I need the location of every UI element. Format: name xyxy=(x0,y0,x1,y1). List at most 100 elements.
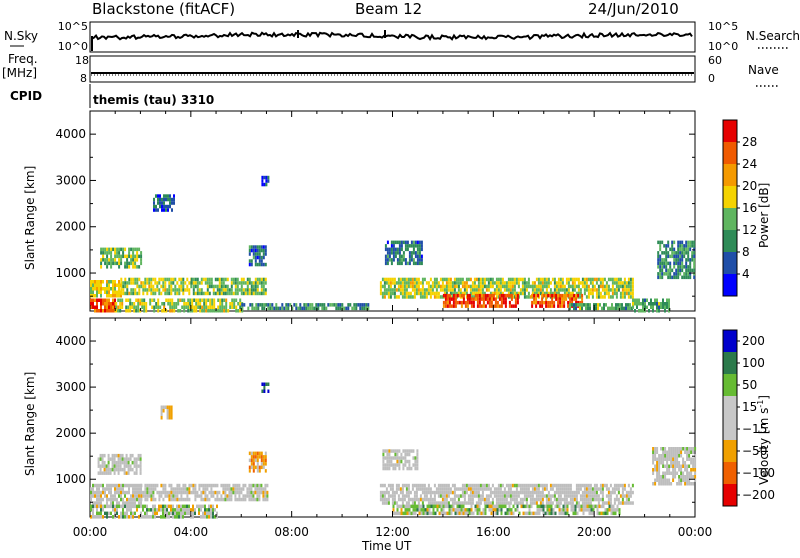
range-gate-cell xyxy=(169,309,172,313)
range-gate-cell xyxy=(248,487,251,491)
range-gate-cell xyxy=(250,458,253,463)
range-gate-cell xyxy=(180,284,183,289)
range-gate-cell xyxy=(475,291,478,296)
range-gate-cell xyxy=(395,288,398,292)
range-gate-cell xyxy=(164,515,166,519)
range-gate-cell xyxy=(157,302,160,306)
range-gate-cell xyxy=(281,303,284,307)
colorbar-swatch xyxy=(723,164,737,186)
range-gate-cell xyxy=(260,245,263,249)
range-gate-cell xyxy=(414,261,417,266)
range-gate-cell xyxy=(435,487,438,491)
range-gate-cell xyxy=(658,302,660,306)
range-gate-cell xyxy=(631,284,634,289)
range-gate-cell xyxy=(585,306,587,311)
range-gate-cell xyxy=(108,483,110,488)
range-gate-cell xyxy=(248,469,251,473)
range-gate-cell xyxy=(471,483,474,488)
range-gate-cell xyxy=(666,461,669,465)
range-gate-cell xyxy=(528,504,531,509)
range-gate-cell xyxy=(162,483,165,488)
range-gate-cell xyxy=(658,468,661,472)
range-gate-cell xyxy=(432,508,435,512)
range-gate-cell xyxy=(463,291,466,296)
range-gate-cell xyxy=(107,464,110,468)
range-gate-cell xyxy=(445,494,448,498)
range-gate-cell xyxy=(583,281,586,285)
range-gate-cell xyxy=(591,288,594,292)
range-gate-cell xyxy=(617,277,620,282)
range-gate-cell xyxy=(534,511,537,516)
range-gate-cell xyxy=(616,504,619,509)
range-gate-cell xyxy=(140,504,142,509)
range-gate-cell xyxy=(584,508,587,512)
range-gate-cell xyxy=(668,457,671,461)
y-tick-label: 4000 xyxy=(55,127,86,141)
range-gate-cell xyxy=(673,272,676,276)
range-gate-cell xyxy=(563,483,566,488)
range-gate-cell xyxy=(256,494,259,498)
range-gate-cell xyxy=(545,300,548,305)
range-gate-cell xyxy=(135,457,138,461)
range-gate-cell xyxy=(379,497,382,502)
range-gate-cell xyxy=(299,306,302,311)
range-gate-cell xyxy=(484,297,487,301)
range-gate-cell xyxy=(129,305,132,309)
range-gate-cell xyxy=(470,511,473,516)
range-gate-cell xyxy=(685,265,688,269)
range-gate-cell xyxy=(96,294,98,298)
range-gate-cell xyxy=(394,466,397,471)
range-gate-cell xyxy=(525,483,528,488)
range-gate-cell xyxy=(213,305,216,309)
range-gate-cell xyxy=(194,284,197,289)
range-gate-cell xyxy=(575,297,578,301)
range-gate-cell xyxy=(216,284,219,289)
range-gate-cell xyxy=(381,497,384,502)
range-gate-cell xyxy=(198,504,200,509)
range-gate-cell xyxy=(674,447,677,451)
range-gate-cell xyxy=(541,293,544,298)
range-gate-cell xyxy=(473,487,476,491)
range-gate-cell xyxy=(271,306,274,311)
range-gate-cell xyxy=(102,280,104,284)
range-gate-cell xyxy=(166,494,169,498)
range-gate-cell xyxy=(116,504,118,509)
range-gate-cell xyxy=(426,511,429,516)
range-gate-cell xyxy=(138,501,140,505)
range-gate-cell xyxy=(402,456,405,460)
range-gate-cell xyxy=(435,291,438,296)
range-gate-cell xyxy=(585,284,588,289)
range-gate-cell xyxy=(611,288,614,292)
range-gate-cell xyxy=(114,511,116,516)
range-gate-cell xyxy=(121,453,124,458)
range-gate-cell xyxy=(593,497,596,502)
range-gate-cell xyxy=(585,277,588,282)
range-gate-cell xyxy=(260,487,263,491)
range-gate-cell xyxy=(501,291,504,296)
range-gate-cell xyxy=(184,511,186,516)
range-gate-cell xyxy=(555,501,558,505)
range-gate-cell xyxy=(96,302,98,306)
range-gate-cell xyxy=(388,466,391,471)
range-gate-cell xyxy=(146,497,149,502)
range-gate-cell xyxy=(183,305,186,309)
range-gate-cell xyxy=(479,281,482,285)
range-gate-cell xyxy=(606,508,609,512)
range-gate-cell xyxy=(550,511,553,516)
range-gate-cell xyxy=(152,511,154,516)
range-gate-cell xyxy=(658,309,660,313)
range-gate-cell xyxy=(658,454,661,458)
range-gate-cell xyxy=(418,254,421,259)
range-gate-cell xyxy=(487,501,490,505)
range-gate-cell xyxy=(401,487,404,491)
range-gate-cell xyxy=(573,303,575,307)
range-gate-cell xyxy=(106,254,109,259)
range-gate-cell xyxy=(141,302,144,306)
range-gate-cell xyxy=(166,511,168,516)
range-gate-cell xyxy=(455,277,458,282)
range-gate-cell xyxy=(128,291,131,296)
range-gate-cell xyxy=(517,501,520,505)
range-gate-cell xyxy=(259,303,262,307)
range-gate-cell xyxy=(682,464,685,468)
range-gate-cell xyxy=(199,305,202,309)
